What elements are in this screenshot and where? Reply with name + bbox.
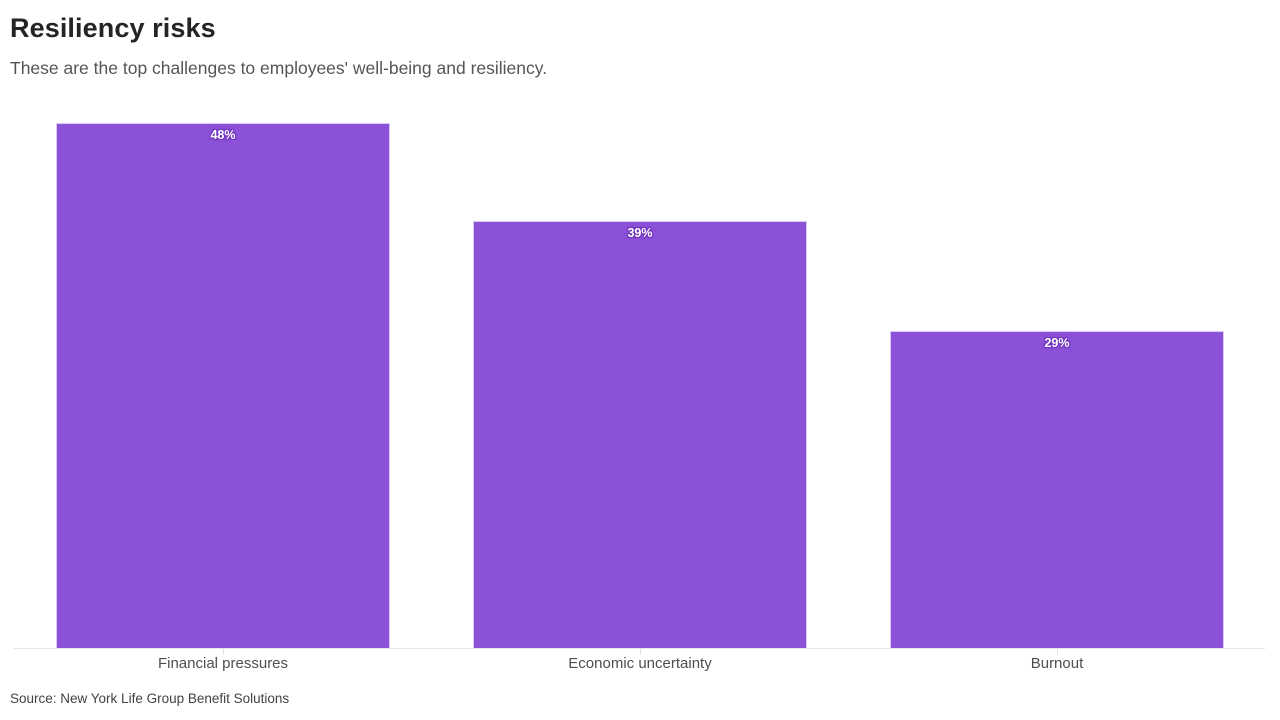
- x-axis-line: [14, 648, 1265, 649]
- bar-economic-uncertainty: 39%: [473, 221, 807, 654]
- bar-value-label: 48%: [210, 128, 236, 142]
- x-axis-labels: Financial pressures Economic uncertainty…: [56, 655, 1224, 672]
- bar-chart-plot-area: 48% 39% 29%: [56, 123, 1224, 654]
- x-axis-label-economic-uncertainty: Economic uncertainty: [568, 655, 712, 672]
- bar-value-label: 29%: [1044, 336, 1070, 350]
- x-axis-label-financial-pressures: Financial pressures: [157, 655, 289, 672]
- bar-financial-pressures: 48%: [56, 123, 390, 654]
- x-axis-tick: [1057, 648, 1058, 654]
- x-axis-label-burnout: Burnout: [1030, 655, 1084, 672]
- bar-burnout: 29%: [890, 331, 1224, 654]
- chart-title: Resiliency risks: [10, 13, 216, 43]
- chart-subtitle: These are the top challenges to employee…: [10, 58, 548, 78]
- x-axis-tick: [640, 648, 641, 654]
- x-axis-tick: [223, 648, 224, 654]
- source-attribution: Source: New York Life Group Benefit Solu…: [10, 691, 290, 706]
- bar-value-label: 39%: [627, 226, 653, 240]
